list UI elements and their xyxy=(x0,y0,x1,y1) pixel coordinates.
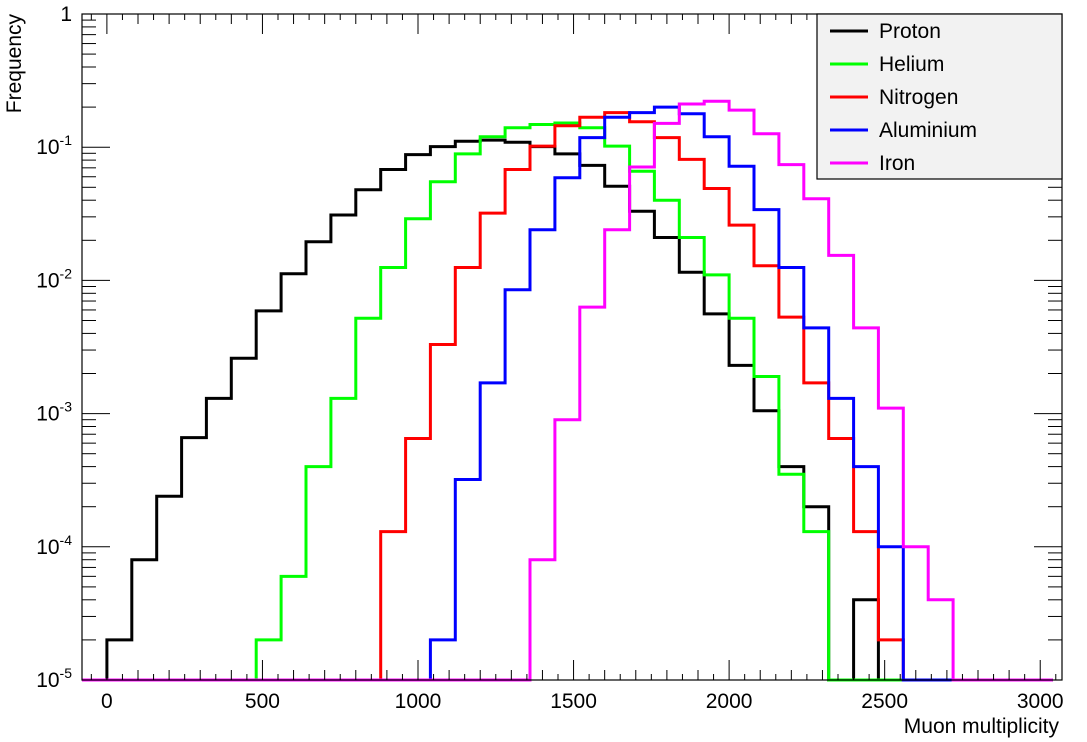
y-tick-base: 10 xyxy=(36,669,59,692)
y-axis-title: Frequency xyxy=(3,14,26,114)
y-tick-label: 10-3 xyxy=(36,399,72,426)
legend-label-helium: Helium xyxy=(879,53,944,76)
series-line-iron xyxy=(82,99,1053,682)
legend-label-iron: Iron xyxy=(879,152,915,175)
legend-items: Proton Helium Nitrogen Aluminium Iron xyxy=(830,20,977,175)
series-line-nitrogen xyxy=(82,111,1053,682)
y-tick-base: 10 xyxy=(36,269,59,292)
x-tick-label: 2500 xyxy=(861,690,908,713)
series-layer xyxy=(82,99,1053,682)
y-tick-label: 10-1 xyxy=(36,132,72,159)
y-tick-label: 10-2 xyxy=(36,265,72,292)
y-tick-exponent: -3 xyxy=(60,399,73,415)
legend-label-proton: Proton xyxy=(879,20,941,43)
y-tick-label: 10-4 xyxy=(36,532,72,559)
plot-frame xyxy=(81,13,1063,681)
x-axis-title: Muon multiplicity xyxy=(904,715,1060,738)
x-tick-label: 1500 xyxy=(550,690,597,713)
x-tick-label: 1000 xyxy=(395,690,442,713)
y-tick-exponent: -1 xyxy=(60,132,73,148)
series-line-helium xyxy=(82,121,1053,682)
y-tick-base: 10 xyxy=(36,136,59,159)
series-line-proton xyxy=(82,138,1053,682)
y-tick-exponent: -4 xyxy=(60,532,73,548)
x-tick-label: 3000 xyxy=(1017,690,1064,713)
legend-label-aluminium: Aluminium xyxy=(879,119,977,142)
ticks-layer: 0 500 1000 1500 2000 2500 3000110-110-210-310-… xyxy=(36,3,1063,713)
x-tick-label: 0 xyxy=(101,690,113,713)
series-line-aluminium xyxy=(82,105,1053,682)
x-tick-label: 2000 xyxy=(706,690,753,713)
y-tick-label: 10-5 xyxy=(36,665,72,692)
legend-label-nitrogen: Nitrogen xyxy=(879,86,958,109)
y-tick-label: 1 xyxy=(60,3,72,26)
legend: Proton Helium Nitrogen Aluminium Iron xyxy=(816,13,1063,180)
y-tick-exponent: -2 xyxy=(60,265,73,281)
x-tick-label: 500 xyxy=(245,690,280,713)
y-tick-base: 1 xyxy=(60,3,72,26)
y-tick-exponent: -5 xyxy=(60,665,73,681)
y-tick-base: 10 xyxy=(36,536,59,559)
y-tick-base: 10 xyxy=(36,403,59,426)
